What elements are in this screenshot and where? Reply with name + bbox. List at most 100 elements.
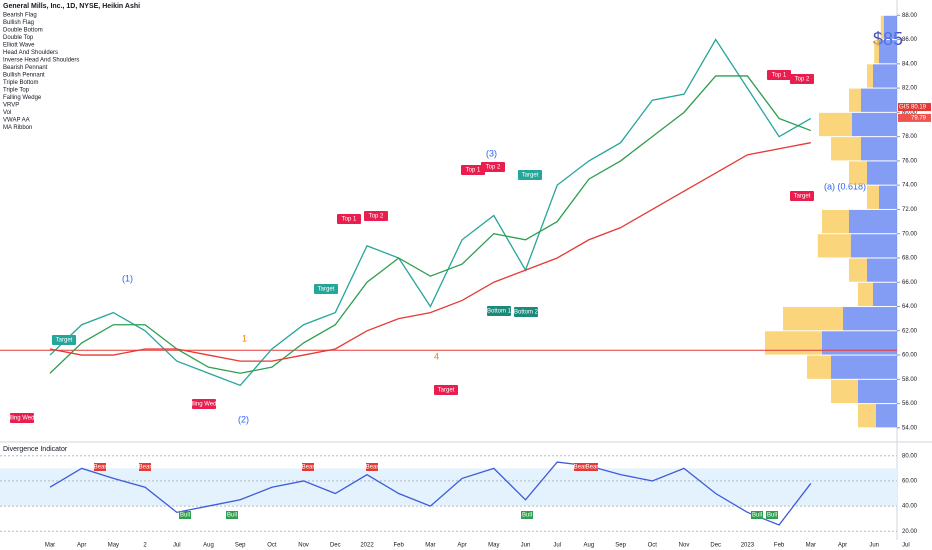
y-tick-label: 60.00 xyxy=(902,353,918,359)
y-tick-label: 40.00 xyxy=(902,504,918,510)
volume-profile-sell xyxy=(867,64,873,88)
pattern-badge xyxy=(337,214,361,224)
volume-profile-sell xyxy=(765,331,822,355)
signal-label: Bull xyxy=(522,513,532,519)
x-tick-label: Feb xyxy=(394,543,405,549)
x-tick-label: Aug xyxy=(584,543,595,549)
pattern-badge xyxy=(790,74,814,84)
pattern-badge xyxy=(314,284,338,294)
signal-badge xyxy=(94,463,106,471)
y-tick-label: 70.00 xyxy=(902,231,918,237)
legend-entry: Bearish Flag xyxy=(3,13,37,19)
signal-badge xyxy=(751,511,763,519)
x-tick-label: Jul xyxy=(173,543,181,549)
pattern-label: Target xyxy=(56,338,73,344)
y-tick-label: 74.00 xyxy=(902,183,918,189)
symbol-tag: GIS xyxy=(899,105,909,111)
x-tick-label: 2023 xyxy=(741,543,755,549)
signal-badge xyxy=(766,511,778,519)
signal-badge xyxy=(302,463,314,471)
wave-label: (1) xyxy=(122,273,133,283)
volume-profile-buy xyxy=(852,112,897,137)
x-tick-label: Jul xyxy=(553,543,561,549)
signal-badge xyxy=(521,511,533,519)
x-tick-label: Oct xyxy=(267,543,277,549)
volume-profile-buy xyxy=(849,209,897,234)
x-tick-label: Apr xyxy=(838,543,847,549)
series-line xyxy=(49,461,812,526)
volume-profile-buy xyxy=(879,185,897,209)
legend-entry: Double Bottom xyxy=(3,28,43,34)
volume-profile-buy xyxy=(861,137,897,161)
y-tick-label: 66.00 xyxy=(902,280,918,286)
x-tick-label: Sep xyxy=(615,543,626,549)
signal-label: Bear xyxy=(302,465,315,471)
signal-badge xyxy=(179,511,191,519)
y-tick-label: 78.00 xyxy=(902,134,918,140)
signal-label: Bear xyxy=(586,465,599,471)
x-tick-label: Nov xyxy=(298,543,309,549)
volume-profile-buy xyxy=(858,379,897,404)
volume-profile-sell xyxy=(867,185,879,209)
pattern-label: Top 2 xyxy=(486,165,501,171)
legend-entry: Bearish Pennant xyxy=(3,65,48,71)
volume-profile-buy xyxy=(831,355,897,379)
x-tick-label: Jul xyxy=(902,543,910,549)
legend-entry: Bullish Pennant xyxy=(3,73,45,79)
x-tick-label: Dec xyxy=(710,543,721,549)
volume-profile-buy xyxy=(873,64,897,88)
signal-label: Bull xyxy=(180,513,190,519)
x-tick-label: Aug xyxy=(203,543,214,549)
y-tick-label: 76.00 xyxy=(902,158,918,164)
wave-label: (3) xyxy=(486,148,497,158)
y-tick-label: 82.00 xyxy=(902,86,918,92)
pattern-label: Top 1 xyxy=(466,168,481,174)
volume-profile-buy xyxy=(867,161,897,185)
pattern-label: Top 2 xyxy=(369,214,384,220)
series-line xyxy=(49,38,812,387)
band xyxy=(0,468,897,507)
y-tick-label: 68.00 xyxy=(902,256,918,262)
x-tick-label: Oct xyxy=(648,543,658,549)
signal-label: Bear xyxy=(366,465,379,471)
pattern-label: Bottom 2 xyxy=(514,310,539,316)
volume-profile-buy xyxy=(850,234,897,258)
volume-profile-buy xyxy=(867,258,897,282)
volume-profile-sell xyxy=(807,355,831,379)
pattern-badge xyxy=(10,413,34,423)
signal-label: Bull xyxy=(227,513,237,519)
pattern-badge xyxy=(192,399,216,409)
volume-profile-buy xyxy=(879,40,897,64)
signal-badge xyxy=(226,511,238,519)
legend-entry: VWAP AA xyxy=(3,118,30,124)
x-tick-label: Mar xyxy=(806,543,816,549)
legend-entry: Triple Top xyxy=(3,88,30,94)
y-tick-label: 80.00 xyxy=(902,110,918,116)
volume-profile-sell xyxy=(849,161,867,185)
volume-profile-buy xyxy=(883,15,897,40)
volume-profile-buy xyxy=(843,307,897,331)
x-tick-label: May xyxy=(488,543,499,549)
pane-title: Divergence Indicator xyxy=(3,446,68,453)
y-tick-label: 58.00 xyxy=(902,377,918,383)
signal-label: Bull xyxy=(767,513,777,519)
x-tick-label: Jun xyxy=(521,543,531,549)
pattern-badge xyxy=(461,165,485,175)
volume-profile-buy xyxy=(876,404,897,428)
pattern-badge xyxy=(434,385,458,395)
legend-entry: Elliott Wave xyxy=(3,43,35,49)
x-tick-label: Apr xyxy=(77,543,86,549)
legend-entry: Bullish Flag xyxy=(3,20,34,26)
x-tick-label: Dec xyxy=(330,543,341,549)
pattern-badge xyxy=(518,170,542,180)
signal-badge xyxy=(586,463,598,471)
legend-entry: Head And Shoulders xyxy=(3,50,58,56)
signal-label: Bull xyxy=(752,513,762,519)
pattern-label: Target xyxy=(318,287,335,293)
y-tick-label: 88.00 xyxy=(902,13,918,19)
pattern-label: Top 2 xyxy=(795,77,810,83)
pattern-badge xyxy=(514,307,538,317)
volume-profile-buy xyxy=(873,282,897,307)
